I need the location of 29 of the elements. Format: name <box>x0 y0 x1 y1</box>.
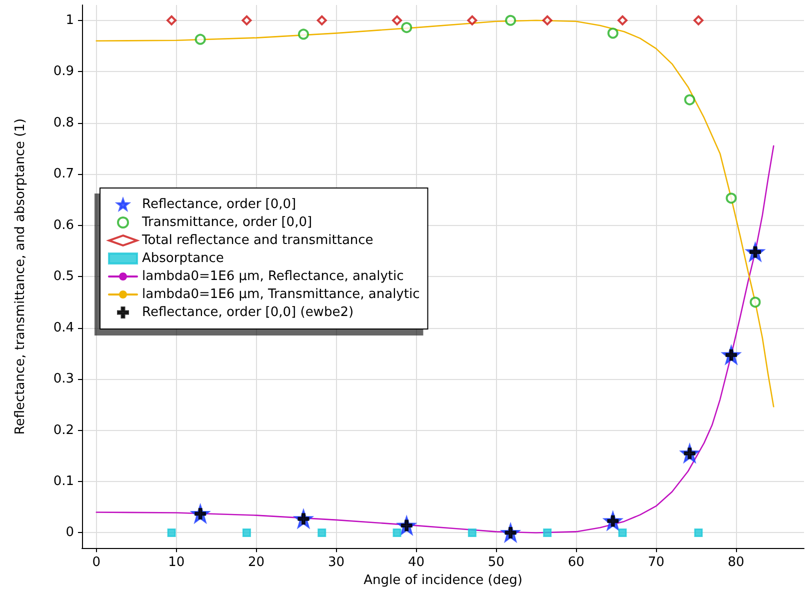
legend-label: lambda0=1E6 µm, Reflectance, analytic <box>142 269 404 284</box>
x-tick-label: 50 <box>488 555 504 570</box>
y-tick-label: 0 <box>66 525 74 540</box>
legend-label: Absorptance <box>142 251 224 266</box>
x-tick-label: 60 <box>568 555 584 570</box>
y-tick-label: 0.2 <box>53 422 74 438</box>
x-tick-label: 40 <box>408 555 424 570</box>
x-tick-label: 80 <box>728 555 744 570</box>
x-axis-title: Angle of incidence (deg) <box>364 573 522 588</box>
x-tick-label: 30 <box>328 555 345 570</box>
y-tick-label: 0.6 <box>53 218 74 233</box>
x-tick-label: 10 <box>168 555 185 570</box>
y-tick-label: 0.9 <box>53 64 74 80</box>
y-axis-title: Reflectance, transmittance, and absorptance (1) <box>13 118 28 435</box>
legend-label: Total reflectance and transmittance <box>141 233 374 248</box>
legend-label: Reflectance, order [0,0] <box>142 197 296 212</box>
legend-label: lambda0=1E6 µm, Transmittance, analytic <box>142 287 420 302</box>
y-tick-label: 0.1 <box>53 474 74 489</box>
y-tick-label: 0.7 <box>53 166 74 182</box>
y-tick-label: 0.8 <box>53 115 74 130</box>
legend-label: Reflectance, order [0,0] (ewbe2) <box>142 305 354 320</box>
y-tick-label: 0.3 <box>53 372 74 387</box>
y-tick-label: 0.5 <box>53 269 74 284</box>
x-tick-label: 20 <box>248 555 265 570</box>
y-tick-label: 1 <box>66 12 74 28</box>
legend-label: Transmittance, order [0,0] <box>141 215 312 230</box>
x-tick-label: 0 <box>92 555 101 570</box>
y-tick-label: 0.4 <box>53 320 74 336</box>
x-tick-label: 70 <box>648 555 664 570</box>
